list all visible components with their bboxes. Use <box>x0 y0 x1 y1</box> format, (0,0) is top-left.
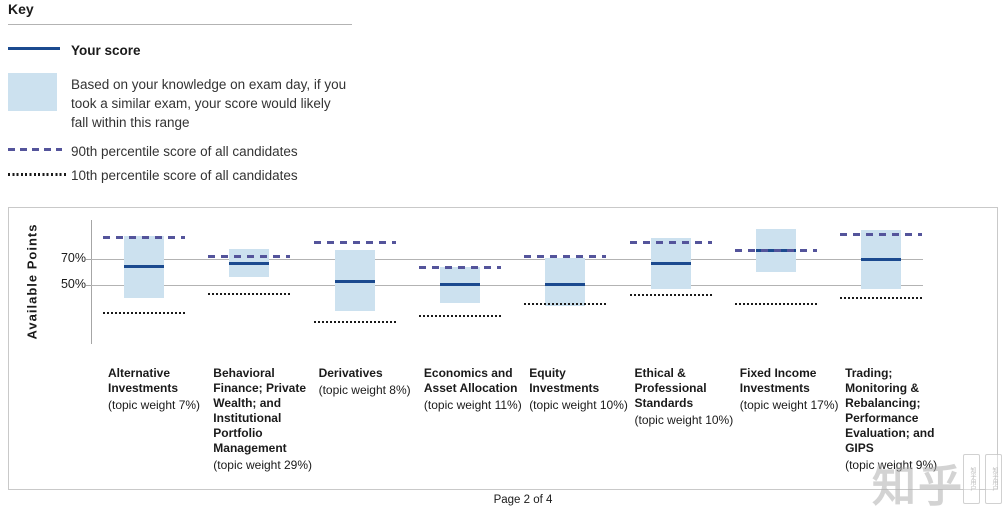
topic-label: Trading; Monitoring & Rebalancing; Perfo… <box>845 366 944 473</box>
topic-label: Behavioral Finance; Private Wealth; and … <box>213 366 312 473</box>
percentile-10-line <box>629 294 712 297</box>
y-tick-mark <box>86 259 91 260</box>
topic-label: Ethical & Professional Standards (topic w… <box>635 366 734 428</box>
your-score-line-swatch <box>8 47 60 50</box>
your-score-line <box>334 280 375 284</box>
your-score-line <box>545 282 586 286</box>
topic-name: Derivatives <box>318 366 383 380</box>
topic-name: Alternative Investments <box>108 366 179 395</box>
topic-performance-chart: Available Points 70% 50% Alternative Inves… <box>8 207 998 490</box>
percentile-10-line <box>313 321 396 324</box>
topic-weight: (topic weight 10%) <box>634 413 734 427</box>
percentile-90-line <box>840 233 923 237</box>
percentile-10-line <box>103 312 185 315</box>
topic-weight: (topic weight 10%) <box>529 398 628 412</box>
percentile-90-label: 90th percentile score of all candidates <box>71 144 298 159</box>
topic-weight: (topic weight 17%) <box>739 398 839 412</box>
score-range-label: Based on your knowledge on exam day, if … <box>71 77 347 130</box>
percentile-90-line <box>418 265 501 269</box>
watermark-badge: 知乎用户 <box>963 454 980 504</box>
y-tick-mark <box>86 285 91 286</box>
percentile-90-line <box>524 255 607 259</box>
zhihu-logo-watermark: 知乎 <box>872 462 964 511</box>
your-score-line <box>650 261 691 265</box>
topic-weight: (topic weight 29%) <box>213 458 313 472</box>
score-range-box-swatch <box>8 73 57 111</box>
topic-weight: (topic weight 8%) <box>318 383 411 397</box>
watermark: 知乎 知乎用户 知乎用户 <box>872 448 1006 511</box>
topic-name: Trading; Monitoring & Rebalancing; Perfo… <box>845 366 935 455</box>
key-divider <box>8 24 352 25</box>
percentile-10-line <box>524 303 607 306</box>
your-score-line <box>229 261 270 265</box>
percentile-90-line <box>629 241 712 245</box>
percentile-10-line <box>418 314 501 317</box>
percentile-90-dashed-swatch <box>8 148 62 151</box>
percentile-90-line <box>734 248 817 252</box>
y-axis-line <box>91 220 92 344</box>
topic-name: Economics and Asset Allocation <box>423 366 518 395</box>
score-range-box <box>545 257 586 306</box>
topic-name: Fixed Income Investments <box>739 366 817 395</box>
topic-name: Ethical & Professional Standards <box>634 366 707 410</box>
percentile-90-line <box>103 235 185 239</box>
page-number: Page 2 of 4 <box>493 494 553 506</box>
your-score-label: Your score <box>71 43 141 58</box>
topic-weight: (topic weight 9%) <box>845 458 938 472</box>
your-score-line <box>861 258 902 261</box>
percentile-10-label: 10th percentile score of all candidates <box>71 168 298 183</box>
key-title: Key <box>8 1 34 17</box>
your-score-line <box>124 264 164 268</box>
percentile-10-line <box>208 292 291 295</box>
percentile-10-line <box>734 303 817 306</box>
topic-weight: (topic weight 11%) <box>423 398 522 412</box>
your-score-line <box>439 282 480 286</box>
topic-name: Behavioral Finance; Private Wealth; and … <box>213 366 306 455</box>
topic-label: Alternative Investments (topic weight 7%) <box>108 366 207 413</box>
topic-label: Equity Investments (topic weight 10%) <box>529 366 628 413</box>
percentile-10-dotted-swatch <box>8 173 66 176</box>
y-tick-label: 70% <box>60 251 86 265</box>
gridline-50 <box>91 285 923 286</box>
topic-label: Fixed Income Investments (topic weight 17… <box>740 366 839 413</box>
topic-label: Derivatives (topic weight 8%) <box>319 366 418 398</box>
gridline-70 <box>91 259 923 260</box>
topic-label: Economics and Asset Allocation (topic wei… <box>424 366 523 413</box>
watermark-badge: 知乎用户 <box>985 454 1002 504</box>
percentile-90-line <box>313 241 396 245</box>
y-tick-label: 50% <box>60 277 86 291</box>
percentile-90-line <box>208 255 291 259</box>
topic-weight: (topic weight 7%) <box>108 398 201 412</box>
topic-name: Equity Investments <box>529 366 600 395</box>
percentile-10-line <box>840 296 923 299</box>
